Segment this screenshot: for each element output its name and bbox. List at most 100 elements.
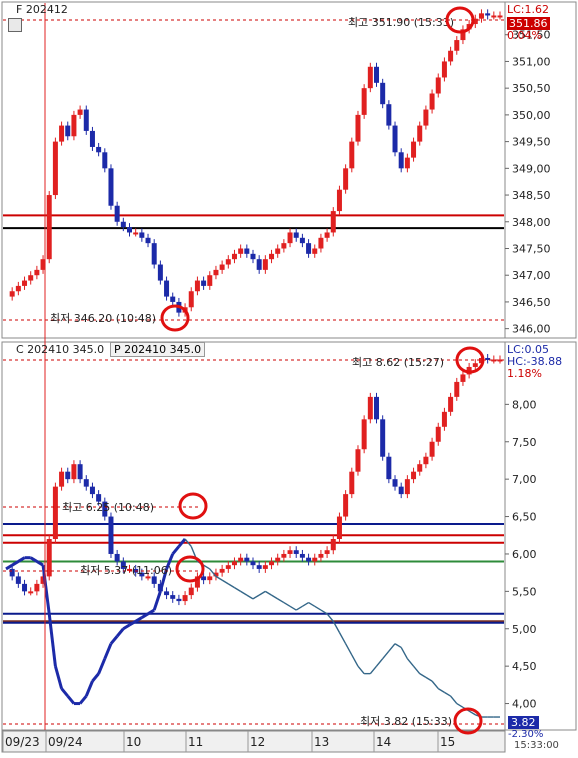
grid-icon[interactable] [8, 18, 22, 32]
bottom-lc-label: LC:0.05 [507, 343, 550, 356]
ytick-label: 348,50 [512, 189, 551, 202]
candle-body [269, 253, 275, 260]
put-segment [11, 560, 20, 567]
candle-body [65, 471, 71, 480]
candle-body [170, 595, 176, 599]
put-segment [97, 658, 107, 675]
candle-body [404, 157, 410, 169]
candle-body [15, 576, 21, 584]
candle-body [231, 561, 237, 566]
bottom-change-pct: 1.18% [507, 367, 542, 380]
put-segment [203, 564, 211, 570]
put-segment [295, 605, 303, 611]
put-segment [400, 647, 408, 660]
candle-body [361, 419, 367, 450]
candle-body [164, 280, 170, 297]
candle-body [89, 130, 95, 147]
candle-body [145, 576, 151, 579]
put-label: P 202410 345.0 [110, 342, 206, 357]
candle-body [306, 243, 312, 254]
candle-body [435, 77, 441, 94]
put-segment [171, 545, 181, 555]
candle-body [485, 13, 491, 16]
xtick-label: 13 [314, 735, 329, 749]
ytick-label: 347,00 [512, 269, 551, 282]
candle-body [201, 576, 207, 581]
bottom-current-low: 3.82 [508, 716, 539, 729]
candle-body [201, 280, 207, 286]
ytick-label: 7,00 [512, 473, 537, 486]
highlight-circle [455, 346, 485, 374]
candle-body [83, 479, 89, 487]
candle-body [343, 494, 349, 517]
put-segment [115, 627, 125, 638]
candle-body [176, 598, 182, 602]
candle-body [28, 275, 34, 281]
candle-body [380, 82, 386, 105]
candle-body [417, 125, 423, 142]
ytick-label: 6,50 [512, 511, 537, 524]
put-segment [177, 538, 187, 548]
candle-body [343, 168, 349, 190]
xtick-label: 14 [376, 735, 391, 749]
candle-body [194, 576, 200, 588]
bottom-low2-note: 최저 3.82 (15:33) [360, 715, 452, 728]
put-segment [394, 643, 402, 649]
xtick-label: 10 [126, 735, 141, 749]
put-segment [134, 616, 143, 623]
candle-body [34, 269, 40, 276]
candle-body [219, 264, 225, 270]
candle-body [225, 565, 231, 569]
candle-body [108, 168, 114, 206]
candle-body [15, 285, 21, 292]
top-current-price: 351.86 [507, 17, 550, 30]
candle-body [207, 275, 213, 286]
candle-body [244, 248, 250, 254]
candle-body [380, 419, 386, 457]
candle-body [281, 553, 287, 558]
put-segment [141, 612, 149, 619]
candle-body [429, 441, 435, 457]
candle-body [194, 280, 200, 292]
candle-body [262, 565, 268, 569]
candle-body [330, 539, 336, 551]
ytick-label: 349,00 [512, 162, 551, 175]
ytick-label: 8,00 [512, 398, 537, 411]
candle-body [299, 237, 305, 244]
xtick-label: 09/23 [5, 735, 40, 749]
candle-body [207, 576, 213, 581]
put-segment [302, 601, 309, 607]
candle-body [127, 568, 132, 571]
candle-body [275, 248, 281, 254]
candle-body [213, 572, 219, 577]
put-segment [289, 605, 297, 611]
candle-body [478, 357, 484, 364]
candle-body [83, 109, 89, 131]
candle-body [398, 486, 404, 495]
candle-body [9, 568, 15, 577]
candle-body [182, 595, 188, 602]
candle-body [324, 550, 330, 554]
candle-body [40, 259, 46, 270]
candle-body [318, 237, 324, 249]
put-segment [165, 553, 175, 570]
candle-body [472, 18, 478, 25]
put-segment [227, 583, 235, 589]
candle-body [9, 291, 15, 297]
candle-body [491, 15, 497, 18]
candle-body [22, 583, 28, 592]
candle-body [22, 280, 28, 286]
candle-body [435, 426, 441, 442]
candle-body [244, 557, 250, 562]
put-segment [221, 579, 229, 585]
ytick-label: 351,50 [512, 29, 551, 42]
top-low-note: 최저 346.20 (10:48) [50, 312, 156, 325]
candle-body [40, 576, 46, 584]
candle-body [386, 104, 392, 126]
put-segment [122, 623, 131, 631]
candle-body [497, 359, 503, 362]
put-segment [406, 658, 415, 667]
put-segment [271, 594, 279, 600]
